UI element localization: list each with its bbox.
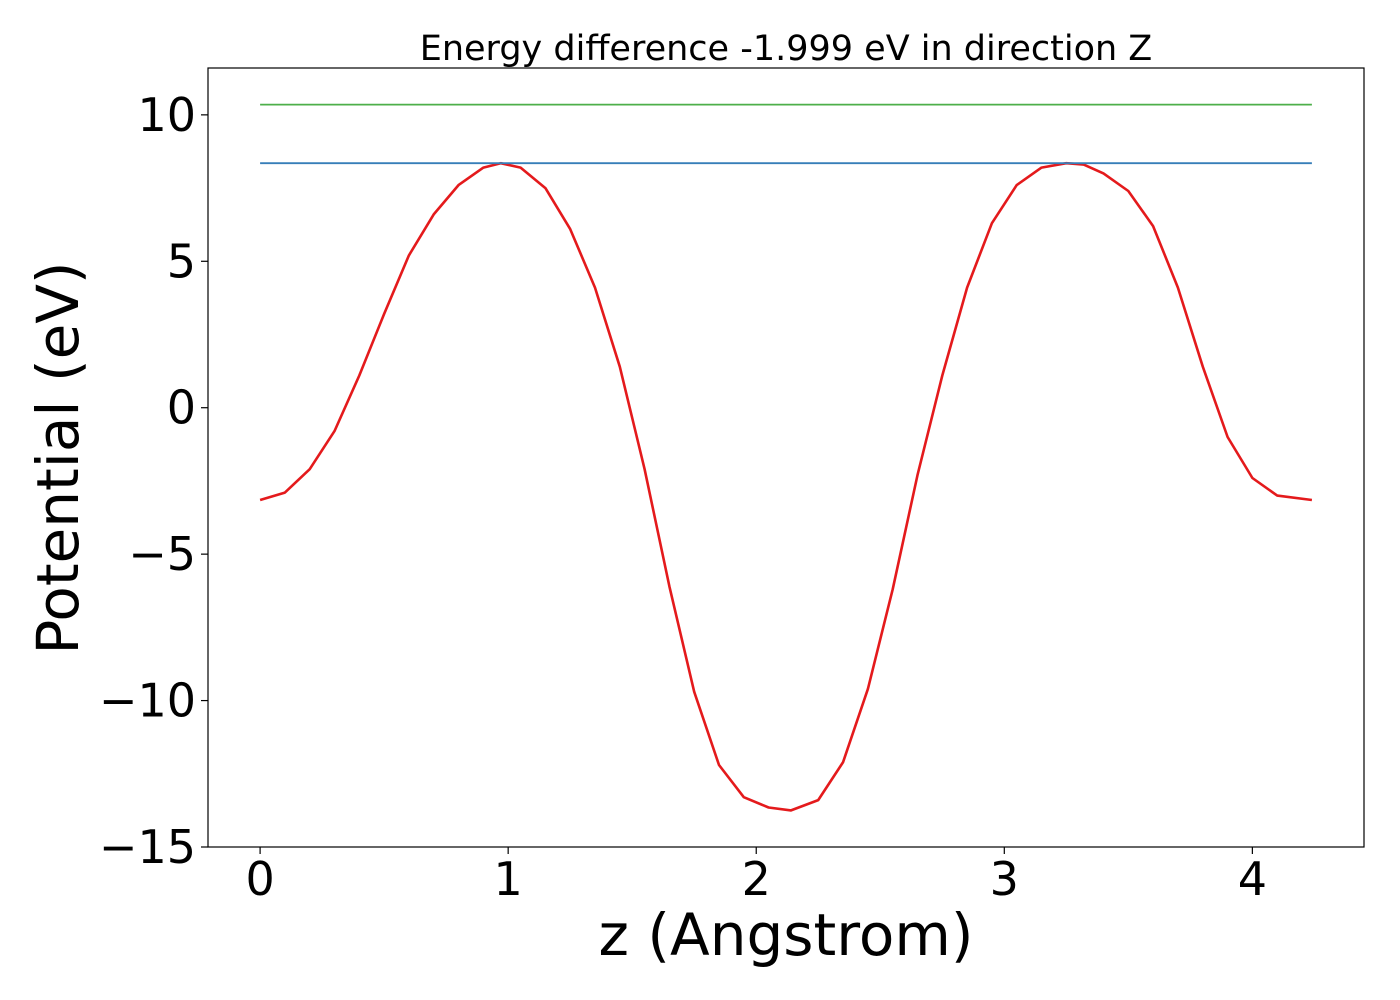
x-axis-ticks: 0 1 2 3 4 bbox=[245, 847, 1267, 906]
plot-frame bbox=[207, 67, 1365, 848]
x-tick-label: 1 bbox=[494, 852, 523, 906]
chart-title: Energy difference -1.999 eV in direction… bbox=[420, 29, 1153, 69]
y-tick-label: −10 bbox=[99, 674, 196, 728]
x-axis-label: z (Angstrom) bbox=[599, 901, 974, 969]
y-tick-label: −5 bbox=[128, 527, 196, 581]
x-tick-label: 2 bbox=[742, 852, 771, 906]
y-axis-ticks: −15 −10 −5 0 5 10 bbox=[99, 88, 208, 874]
series-layer bbox=[259, 103, 1313, 812]
x-tick-label: 3 bbox=[990, 852, 1019, 906]
x-tick-label: 0 bbox=[245, 852, 274, 906]
series-line-potential bbox=[259, 161, 1313, 812]
y-axis-label: Potential (eV) bbox=[24, 261, 92, 654]
x-tick-label: 4 bbox=[1238, 852, 1267, 906]
y-tick-label: 5 bbox=[167, 234, 196, 288]
y-tick-label: −15 bbox=[99, 820, 196, 874]
y-tick-label: 0 bbox=[167, 381, 196, 435]
y-tick-label: 10 bbox=[137, 88, 196, 142]
